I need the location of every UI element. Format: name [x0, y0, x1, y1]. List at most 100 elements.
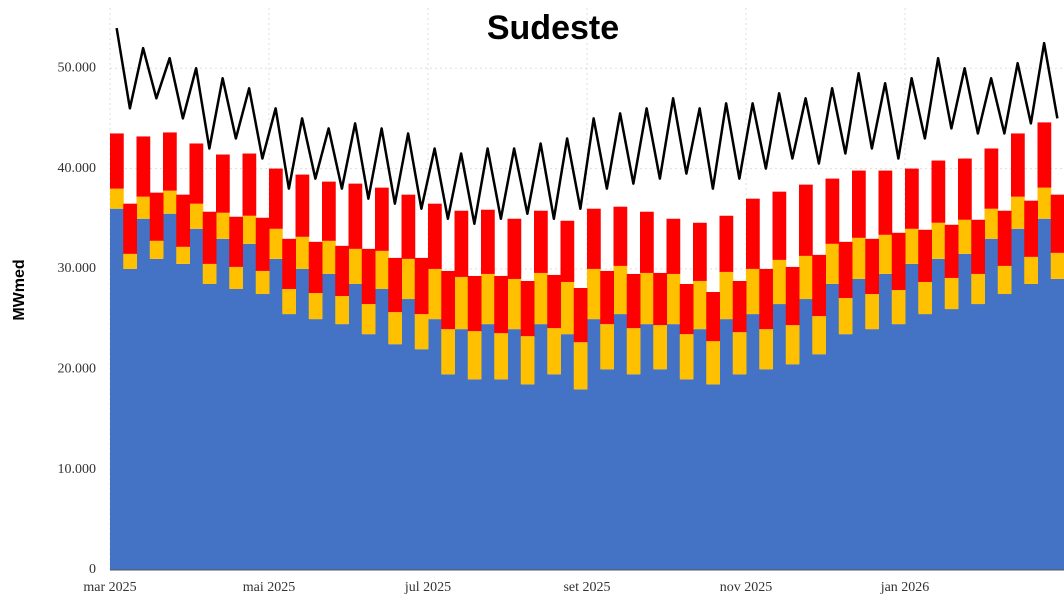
- bar-segment: [905, 168, 919, 229]
- bar-segment: [852, 170, 866, 238]
- x-tick-label: mar 2025: [83, 580, 136, 595]
- bar-segment: [852, 237, 866, 279]
- bar-segment: [534, 210, 548, 273]
- bar-segment: [335, 296, 349, 325]
- bar-segment: [653, 369, 667, 570]
- y-tick-label: 40.000: [58, 161, 97, 176]
- bar-segment: [189, 228, 204, 571]
- bar-segment: [534, 272, 548, 325]
- bar-segment: [242, 243, 257, 570]
- bar-segment: [918, 281, 932, 315]
- y-tick-label: 20.000: [58, 362, 97, 377]
- bar-segment: [388, 344, 402, 570]
- bar-segment: [732, 374, 747, 570]
- bar-segment: [348, 248, 363, 284]
- bar-segment: [958, 219, 972, 254]
- bar-segment: [322, 240, 336, 274]
- bar-segment: [719, 215, 734, 272]
- bar-segment: [971, 273, 985, 305]
- bar-segment: [812, 354, 826, 570]
- bar-segment: [216, 212, 230, 239]
- bar-segment: [560, 334, 575, 570]
- bar-segment: [428, 319, 442, 570]
- bar-segment: [772, 259, 787, 305]
- bar-segment: [587, 268, 601, 320]
- bar-segment: [1024, 256, 1038, 284]
- bar-segment: [918, 314, 932, 570]
- bar-segment: [308, 241, 323, 294]
- bar-segment: [202, 283, 217, 570]
- bar-segment: [573, 287, 588, 343]
- bar-segment: [626, 374, 641, 570]
- bar-segment: [388, 257, 402, 313]
- bar-segment: [255, 270, 270, 295]
- bar-segment: [401, 194, 416, 259]
- bar-segment: [123, 253, 137, 269]
- bar-segment: [905, 228, 919, 264]
- bar-segment: [361, 304, 376, 335]
- bar-segment: [931, 222, 946, 259]
- bar-segment: [507, 218, 522, 279]
- bar-segment: [772, 304, 787, 570]
- bar-segment: [772, 191, 787, 260]
- bar-segment: [1050, 194, 1064, 253]
- bar-segment: [746, 314, 760, 570]
- bar-segment: [388, 312, 402, 345]
- bar-segment: [322, 273, 336, 570]
- bar-segment: [573, 389, 588, 570]
- bar-segment: [997, 265, 1012, 295]
- bar-segment: [679, 283, 694, 335]
- x-tick-label: nov 2025: [720, 580, 773, 595]
- bars: [110, 122, 1064, 571]
- bar-segment: [560, 281, 575, 335]
- bar-segment: [573, 342, 588, 390]
- bar-segment: [308, 319, 323, 570]
- plot: [109, 8, 1064, 571]
- bar-segment: [520, 384, 535, 570]
- bar-segment: [865, 329, 879, 570]
- bar-segment: [467, 331, 482, 380]
- bar-segment: [229, 289, 243, 570]
- bar-segment: [149, 240, 164, 259]
- bar-segment: [944, 224, 959, 278]
- bar-segment: [891, 324, 906, 570]
- bar-segment: [997, 210, 1012, 266]
- bar-segment: [149, 258, 164, 570]
- bar-segment: [865, 294, 879, 330]
- bar-segment: [958, 158, 972, 220]
- bar-segment: [176, 194, 190, 247]
- bar-segment: [242, 215, 257, 244]
- bar-segment: [852, 278, 866, 570]
- bar-segment: [732, 280, 747, 333]
- bar-segment: [719, 319, 734, 570]
- bar-segment: [626, 328, 641, 375]
- x-tick-label: set 2025: [563, 580, 610, 595]
- y-tick-label: 10.000: [58, 462, 97, 477]
- bar-segment: [1024, 200, 1038, 257]
- x-tick-label: jul 2025: [404, 580, 451, 595]
- bar-segment: [825, 178, 840, 244]
- bar-segment: [216, 238, 230, 571]
- bar-segment: [878, 234, 893, 274]
- bar-segment: [335, 324, 349, 570]
- bar-segment: [163, 213, 177, 570]
- bar-segment: [878, 273, 893, 570]
- bar-segment: [110, 188, 124, 209]
- bar-segment: [905, 263, 919, 570]
- bar-segment: [785, 266, 800, 326]
- bar-segment: [613, 206, 628, 266]
- bar-segment: [136, 136, 151, 197]
- bar-segment: [600, 369, 614, 570]
- bar-segment: [255, 217, 270, 271]
- bar-segment: [613, 314, 628, 570]
- bar-segment: [216, 154, 230, 213]
- bar-segment: [295, 174, 310, 237]
- bar-segment: [1037, 218, 1052, 570]
- bar-segment: [282, 238, 296, 289]
- bar-segment: [494, 333, 508, 380]
- bar-segment: [441, 374, 455, 570]
- bar-segment: [746, 268, 760, 315]
- bar-segment: [944, 277, 959, 310]
- bar-segment: [825, 283, 840, 570]
- bar-segment: [1050, 252, 1064, 279]
